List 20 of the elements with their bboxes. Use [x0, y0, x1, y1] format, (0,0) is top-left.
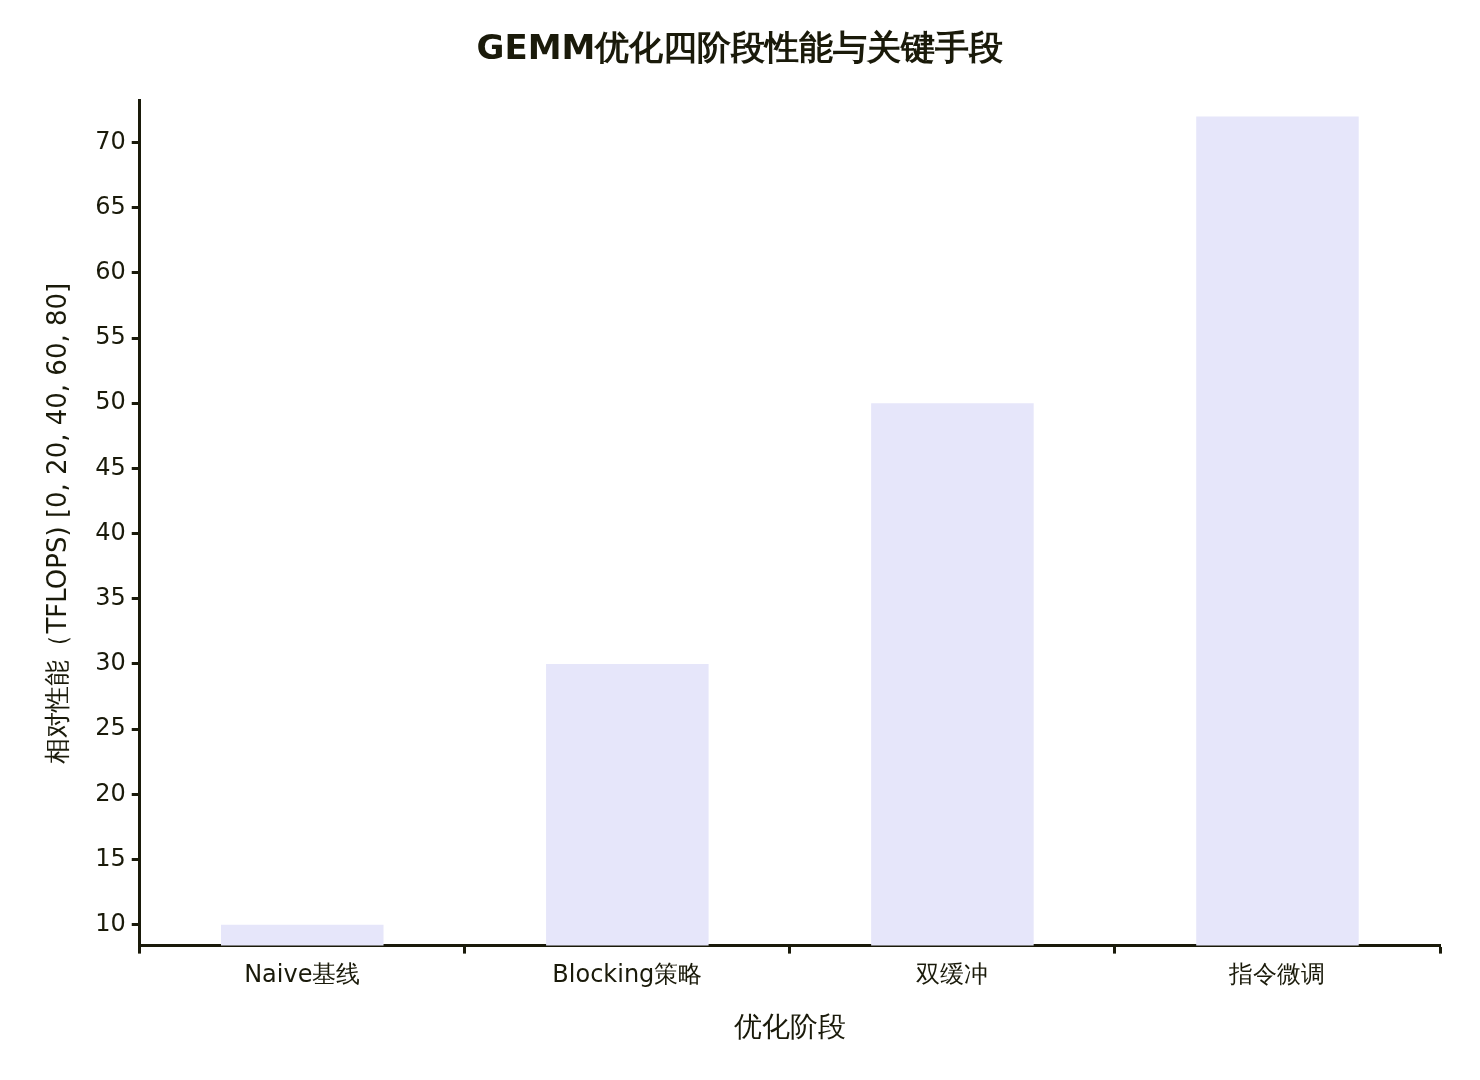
y-tick-label: 45 [95, 452, 126, 481]
y-tick-label: 70 [95, 126, 126, 155]
y-tick-label: 20 [95, 778, 126, 807]
y-axis-title: 相对性能（TFLOPS) [0, 20, 40, 60, 80] [42, 282, 73, 764]
y-tick-label: 10 [95, 908, 126, 937]
y-tick-label: 25 [95, 713, 126, 742]
x-tick-label: 指令微调 [1228, 960, 1326, 989]
y-tick-label: 55 [95, 322, 126, 351]
x-tick-label: Blocking策略 [552, 960, 703, 989]
chart-title: GEMM优化四阶段性能与关键手段 [476, 27, 1004, 68]
y-tick-label: 65 [95, 191, 126, 220]
y-tick-label: 40 [95, 517, 126, 546]
y-tick-label: 60 [95, 257, 126, 286]
x-tick-label: Naive基线 [244, 960, 361, 989]
y-tick-label: 30 [95, 648, 126, 677]
y-tick-label: 35 [95, 583, 126, 612]
x-axis-title: 优化阶段 [733, 1010, 846, 1044]
x-tick-label: 双缓冲 [916, 960, 989, 989]
y-tick-label: 15 [95, 843, 126, 872]
y-tick-label: 50 [95, 387, 126, 416]
